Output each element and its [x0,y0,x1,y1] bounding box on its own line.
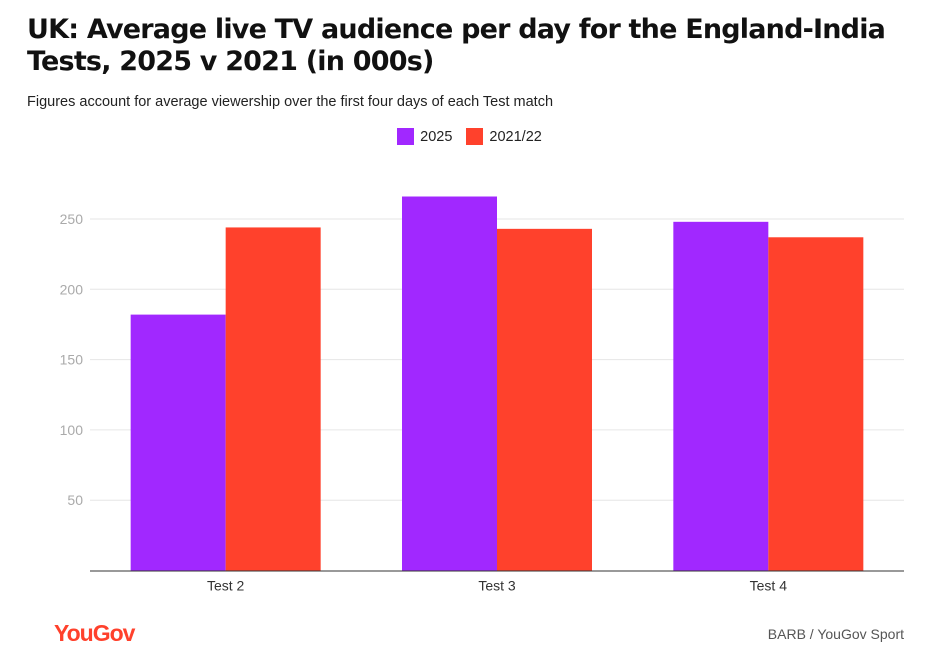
yougov-logo: YouGov [54,620,135,646]
y-tick-label: 50 [67,492,83,508]
y-tick-label: 100 [60,422,84,438]
bar-2021-22-test-4 [768,237,864,571]
bar-2021-22-test-3 [497,228,592,571]
y-tick-label: 200 [60,281,84,297]
legend: 2025 2021/22 [0,128,939,145]
chart-subtitle: Figures account for average viewership o… [27,94,554,110]
y-tick-label: 250 [60,211,84,227]
bar-2025-test-3 [402,196,497,571]
bar-2025-test-4 [673,221,769,571]
source-note: BARB / YouGov Sport [767,626,904,642]
y-tick-label: 150 [60,352,84,368]
bar-2025-test-2 [130,314,226,571]
legend-item-2025: 2025 [397,128,452,145]
legend-swatch-2025 [397,128,415,145]
legend-label-2021: 2021/22 [489,128,542,145]
legend-swatch-2021 [466,128,484,145]
x-tick-label: Test 2 [207,578,245,594]
bar-2021-22-test-2 [225,227,321,571]
legend-label-2025: 2025 [420,128,453,145]
chart-title: UK: Average live TV audience per day for… [27,14,886,77]
legend-item-2021: 2021/22 [466,128,542,145]
x-tick-label: Test 3 [478,578,516,594]
x-tick-label: Test 4 [750,578,788,594]
